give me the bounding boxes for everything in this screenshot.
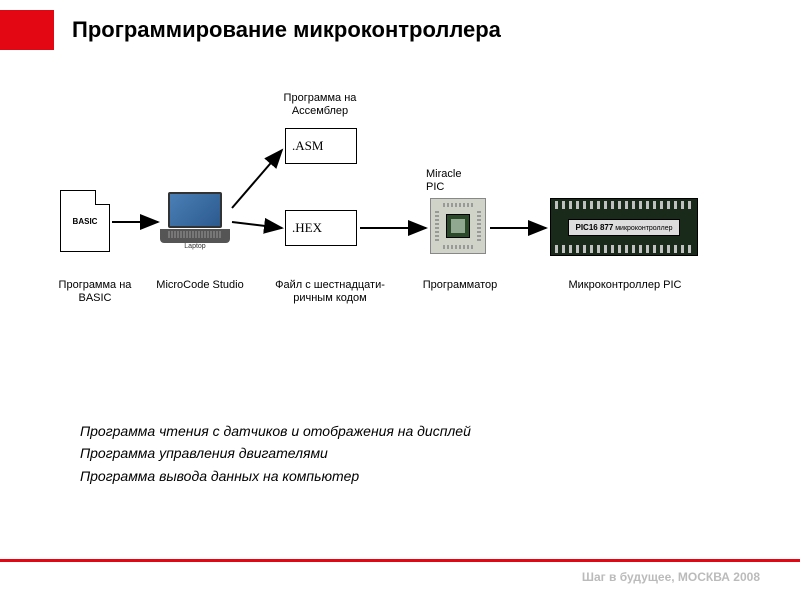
label-miracle: MiraclePIC [426, 168, 486, 198]
txt: микроконтроллер [613, 225, 672, 232]
hex-box: .HEX [285, 210, 357, 246]
body-line: Программа управления двигателями [80, 442, 471, 464]
pins [435, 211, 439, 241]
label-hex: Файл с шестнадцати-ричным кодом [260, 275, 400, 305]
laptop-caption: Laptop [160, 243, 230, 250]
txt: Файл с шестнадцати-ричным кодом [275, 279, 385, 304]
chip-icon [446, 214, 470, 238]
body-line: Программа вывода данных на компьютер [80, 465, 471, 487]
label-pic: Микроконтроллер PIC [545, 275, 705, 292]
asm-box: .ASM [285, 128, 357, 164]
doc-inner-text: BASIC [73, 217, 98, 226]
txt: Программа наАссемблер [284, 92, 357, 117]
node-label: Программатор [410, 279, 510, 292]
txt: MiraclePIC [426, 168, 461, 193]
pins [443, 245, 473, 249]
node-laptop: Laptop [160, 192, 232, 247]
laptop-base [160, 229, 230, 243]
slide-header: Программирование микроконтроллера [0, 0, 800, 50]
slide-title: Программирование микроконтроллера [72, 17, 501, 43]
node-label: Микроконтроллер PIC [545, 279, 705, 292]
miracle-label: MiraclePIC [426, 168, 486, 194]
node-asm: .ASM [285, 128, 357, 164]
programmer-icon [430, 198, 486, 254]
body-line: Программа чтения с датчиков и отображени… [80, 420, 471, 442]
pins [443, 203, 473, 207]
accent-square [0, 10, 54, 50]
node-basic-doc: BASIC [60, 190, 120, 252]
pic-icon: PIC16 877 микроконтроллер [550, 198, 698, 256]
pic-chip-label: PIC16 877 микроконтроллер [568, 219, 679, 236]
node-label: Программа наАссемблер [270, 92, 370, 118]
label-basic: Программа наBASIC [50, 275, 140, 305]
label-programmer: Программатор [410, 275, 510, 292]
pins [555, 201, 693, 209]
pins [477, 211, 481, 241]
footer-text: Шаг в будущее, МОСКВА 2008 [582, 570, 760, 584]
txt: PIC16 877 [575, 223, 613, 232]
node-pic: PIC16 877 микроконтроллер [550, 198, 698, 256]
laptop-screen [168, 192, 222, 228]
label-laptop: MicroCode Studio [145, 275, 255, 292]
pins [555, 245, 693, 253]
body-text-block: Программа чтения с датчиков и отображени… [80, 420, 471, 487]
node-hex: .HEX [285, 210, 357, 246]
label-asm-above: Программа наАссемблер [270, 92, 370, 122]
laptop-icon: Laptop [160, 192, 230, 247]
flowchart-diagram: BASIC Программа наBASIC Laptop MicroCode… [60, 110, 760, 370]
node-label: MicroCode Studio [145, 279, 255, 292]
document-icon: BASIC [60, 190, 110, 252]
footer-divider [0, 559, 800, 562]
txt: Программа наBASIC [59, 279, 132, 304]
node-programmer [430, 198, 486, 254]
node-label: Файл с шестнадцати-ричным кодом [260, 279, 400, 305]
node-label: Программа наBASIC [50, 279, 140, 305]
